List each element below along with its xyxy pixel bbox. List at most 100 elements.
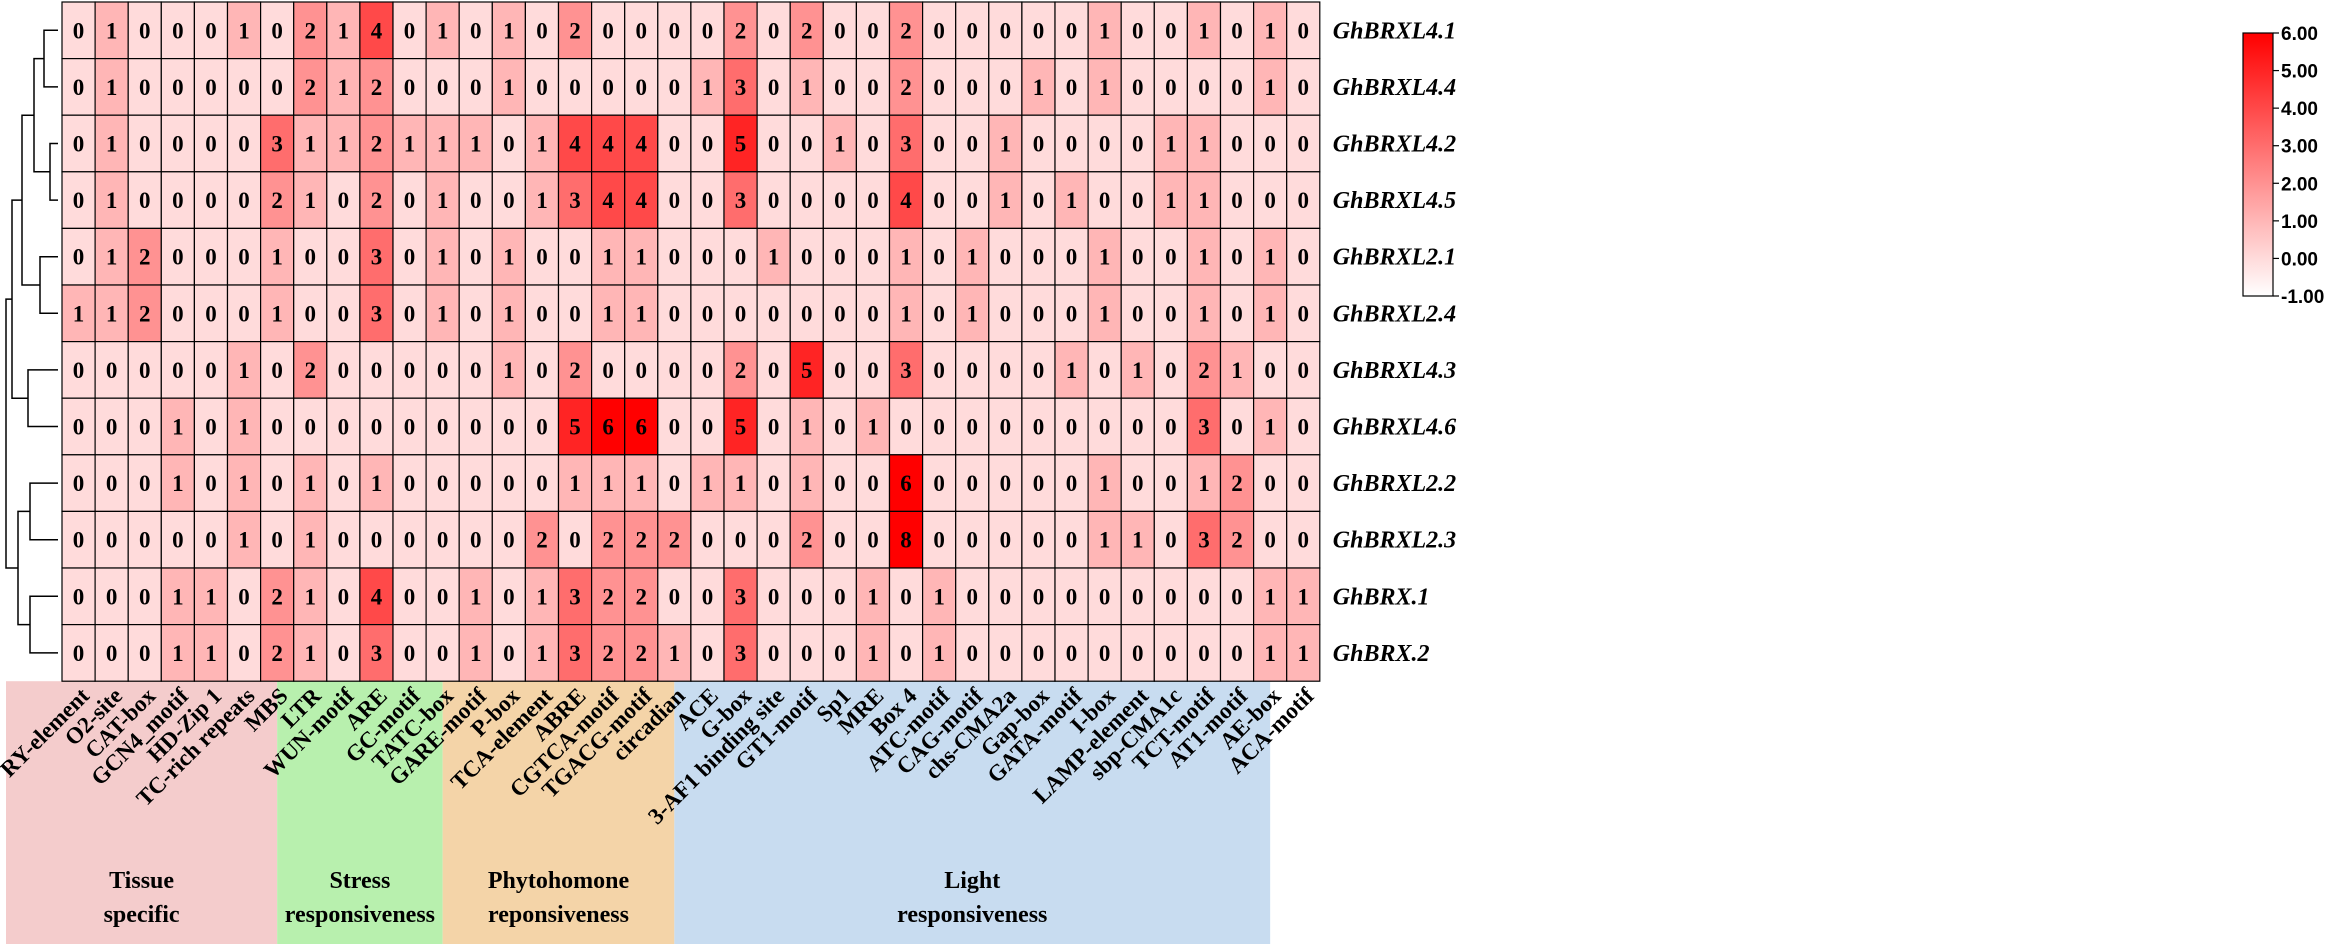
cell-value: 1	[238, 18, 250, 43]
cell-value: 0	[735, 301, 747, 326]
heatmap-cell	[624, 510, 659, 569]
heatmap-cell	[1021, 454, 1056, 512]
heatmap-cell	[193, 1, 229, 60]
heatmap-cell	[524, 567, 560, 626]
cell-value: 0	[967, 358, 979, 383]
cell-value: 2	[1231, 471, 1243, 496]
cell-value: 0	[73, 245, 85, 270]
heatmap-cell	[921, 623, 957, 682]
heatmap-cell	[1153, 227, 1189, 286]
cell-value: 0	[702, 641, 714, 666]
heatmap-cell	[657, 227, 692, 286]
cell-value: 0	[338, 301, 350, 326]
cell-value: 0	[669, 471, 681, 496]
cell-value: 1	[238, 471, 250, 496]
cell-value: 2	[636, 641, 648, 666]
cell-value: 0	[702, 528, 714, 553]
cell-value: 0	[205, 18, 217, 43]
cell-value: 0	[933, 358, 945, 383]
cell-value: 0	[834, 584, 846, 609]
cell-value: 1	[1198, 245, 1210, 270]
cell-value: 0	[404, 301, 416, 326]
heatmap-cell	[1153, 454, 1189, 512]
cell-value: 1	[1066, 358, 1078, 383]
scale-tick-label: 1.00	[2281, 212, 2318, 233]
cell-value: 4	[636, 188, 648, 213]
heatmap-cell	[127, 1, 162, 60]
heatmap-cell	[425, 171, 460, 230]
dendrogram-branch	[17, 510, 30, 626]
cell-value: 0	[404, 245, 416, 270]
scale-tick-label: 6.00	[2281, 24, 2318, 45]
heatmap-cell	[723, 1, 758, 60]
cell-value: 1	[1198, 18, 1210, 43]
cell-value: 0	[139, 358, 151, 383]
cell-value: 1	[569, 471, 581, 496]
cell-value: 1	[271, 301, 283, 326]
cell-value: 3	[900, 132, 912, 157]
cell-value: 0	[636, 75, 648, 100]
cell-value: 0	[702, 132, 714, 157]
cell-value: 0	[1264, 132, 1276, 157]
heatmap-cell	[392, 623, 427, 682]
group-label: responsiveness	[285, 902, 435, 928]
heatmap-cell	[1021, 227, 1056, 286]
heatmap-cell	[326, 567, 361, 626]
heatmap-cell	[1286, 171, 1321, 230]
heatmap-cell	[1021, 171, 1056, 230]
heatmap-cell	[921, 397, 957, 456]
cell-value: 0	[73, 471, 85, 496]
cell-value: 0	[768, 641, 780, 666]
cell-value: 0	[867, 301, 879, 326]
heatmap-cell	[491, 623, 526, 682]
scale-tick-label: 2.00	[2281, 174, 2318, 195]
cell-value: 0	[404, 188, 416, 213]
heatmap-cell	[491, 57, 526, 116]
cell-value: 1	[1298, 584, 1310, 609]
cell-value: 0	[1099, 584, 1111, 609]
heatmap-cell	[1120, 171, 1155, 230]
heatmap-cell	[260, 1, 295, 60]
row-label: GhBRXL4.3	[1333, 358, 1456, 384]
cell-value: 0	[305, 415, 317, 440]
cell-value: 0	[503, 641, 515, 666]
cell-value: 0	[669, 188, 681, 213]
heatmap-cell	[61, 227, 96, 286]
dendrogram-branch	[21, 114, 40, 286]
color-scale-bar	[2242, 32, 2274, 297]
cell-value: 6	[900, 471, 912, 496]
heatmap-cell	[822, 454, 857, 512]
heatmap-cell	[1120, 454, 1155, 512]
cell-value: 0	[1298, 471, 1310, 496]
heatmap-cell	[94, 114, 129, 173]
cell-value: 3	[371, 641, 383, 666]
cell-value: 0	[470, 75, 482, 100]
cell-value: 0	[1000, 584, 1012, 609]
heatmap-cell	[392, 1, 427, 60]
heatmap-cell	[557, 171, 593, 230]
cell-value: 1	[106, 301, 118, 326]
heatmap-cell	[193, 567, 229, 626]
cell-value: 1	[1000, 188, 1012, 213]
cell-value: 0	[602, 18, 614, 43]
cell-value: 0	[371, 528, 383, 553]
cell-value: 0	[73, 641, 85, 666]
heatmap-cell	[1087, 397, 1122, 456]
cell-value: 6	[636, 415, 648, 440]
heatmap-cell	[789, 623, 824, 682]
cell-value: 0	[1231, 75, 1243, 100]
cell-value: 0	[106, 528, 118, 553]
heatmap-cell	[226, 227, 262, 286]
heatmap-cell	[260, 623, 295, 682]
cell-value: 1	[1099, 301, 1111, 326]
cell-value: 1	[238, 528, 250, 553]
heatmap-cell	[1153, 57, 1189, 116]
heatmap-cell	[1087, 623, 1122, 682]
heatmap-cell	[425, 57, 460, 116]
scale-tick-label: 4.00	[2281, 99, 2318, 120]
cell-value: 0	[834, 75, 846, 100]
cell-value: 0	[503, 584, 515, 609]
cell-value: 1	[967, 301, 979, 326]
cell-value: 1	[1033, 75, 1045, 100]
cell-value: 0	[1066, 584, 1078, 609]
